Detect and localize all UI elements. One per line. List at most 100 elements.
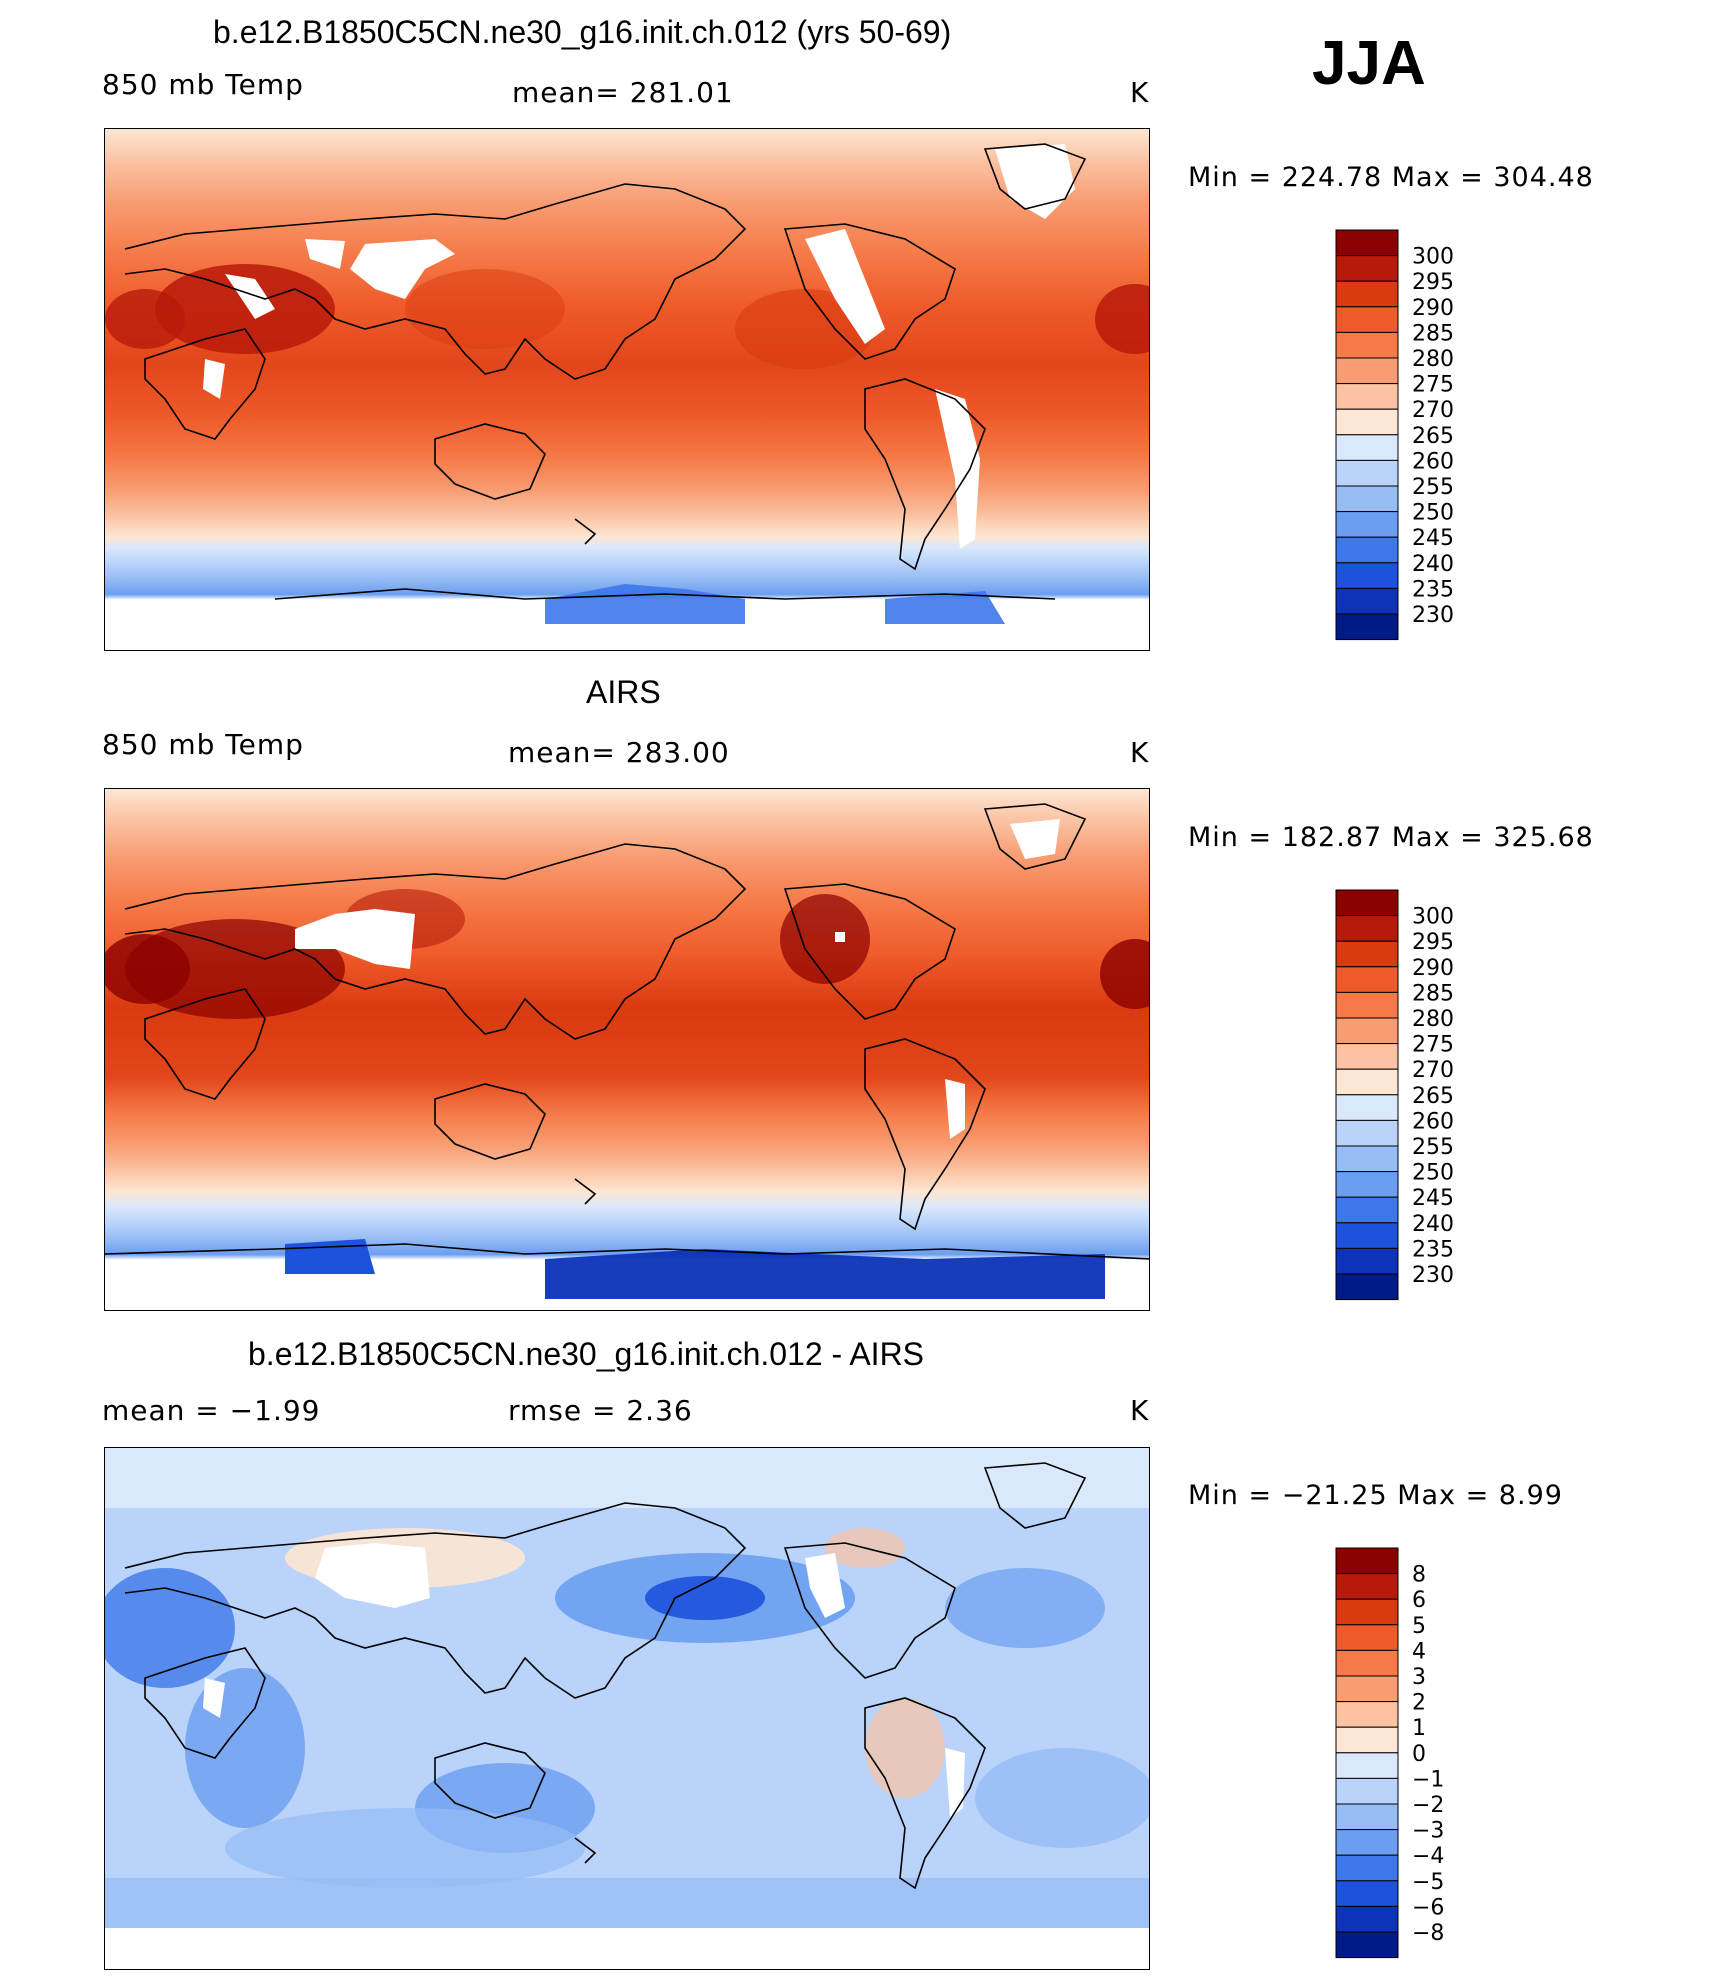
panel-1-antarctica-blue xyxy=(545,584,1005,624)
colorbar-tick-label: −6 xyxy=(1412,1895,1444,1920)
colorbar-tick-label: 240 xyxy=(1412,1212,1454,1237)
colorbar-segment xyxy=(1335,1675,1399,1703)
panel-2-variable-label: 850 mb Temp xyxy=(102,728,304,761)
panel-1-coastlines xyxy=(124,143,1087,600)
colorbar-segment xyxy=(1335,1196,1399,1224)
panel-1-title: b.e12.B1850C5CN.ne30_g16.init.ch.012 (yr… xyxy=(213,14,952,50)
panel-3-colorbar: 8 6 5 4 3 2 1 0 −1 −2 −3 −4 −5 −6 −8 xyxy=(1335,1547,1536,1960)
colorbar-tick-label: 265 xyxy=(1412,424,1454,449)
colorbar-segment xyxy=(1335,255,1399,282)
colorbar-segment xyxy=(1335,1094,1399,1121)
colorbar-segment xyxy=(1335,1880,1399,1907)
colorbar-segment xyxy=(1335,331,1399,359)
colorbar-tick-label: 285 xyxy=(1412,321,1454,346)
colorbar-segment xyxy=(1335,1598,1399,1626)
colorbar-segment xyxy=(1335,485,1399,513)
colorbar-tick-label: 300 xyxy=(1412,905,1454,930)
colorbar-segment xyxy=(1335,1043,1399,1070)
colorbar-segment xyxy=(1335,562,1399,589)
colorbar-segment xyxy=(1335,1803,1399,1831)
panel-2-coastlines xyxy=(105,803,1149,1260)
colorbar-tick-label: 230 xyxy=(1412,1263,1454,1288)
colorbar-tick-label: 235 xyxy=(1412,577,1454,602)
colorbar-tick-label: 2 xyxy=(1412,1691,1426,1716)
colorbar-segment xyxy=(1335,587,1399,615)
colorbar-tick-label: 230 xyxy=(1412,603,1454,628)
colorbar-segment xyxy=(1335,511,1399,538)
colorbar-segment xyxy=(1335,1119,1399,1147)
colorbar-segment xyxy=(1335,306,1399,333)
panel-2-map xyxy=(104,788,1150,1311)
colorbar-segment xyxy=(1335,229,1399,257)
colorbar-tick-label: 295 xyxy=(1412,270,1454,295)
colorbar-segment xyxy=(1335,940,1399,968)
colorbar-segment xyxy=(1335,966,1399,993)
colorbar-tick-label: −8 xyxy=(1412,1921,1444,1946)
colorbar-tick-label: 255 xyxy=(1412,475,1454,500)
colorbar-tick-label: 8 xyxy=(1412,1563,1426,1588)
panel-2-field xyxy=(105,789,1149,1310)
panel-3-units-label: K xyxy=(1130,1394,1150,1427)
colorbar-segment xyxy=(1335,1247,1399,1275)
colorbar-segment xyxy=(1335,1547,1399,1575)
colorbar-segment xyxy=(1335,889,1399,917)
panel-3-minmax: Min = −21.25 Max = 8.99 xyxy=(1188,1480,1563,1511)
panel-2-units-label: K xyxy=(1130,736,1150,769)
panel-3-coastlines xyxy=(124,1462,1087,1890)
colorbar-segment xyxy=(1335,613,1399,641)
colorbar-tick-label: 255 xyxy=(1412,1135,1454,1160)
panel-2-masked-terrain xyxy=(295,819,1060,1139)
colorbar-tick-label: 5 xyxy=(1412,1614,1426,1639)
colorbar-tick-label: −2 xyxy=(1412,1793,1444,1818)
colorbar-segment xyxy=(1335,1017,1399,1045)
panel-1-units-label: K xyxy=(1130,76,1150,109)
colorbar-tick-label: −3 xyxy=(1412,1819,1444,1844)
panel-3-title: b.e12.B1850C5CN.ne30_g16.init.ch.012 - A… xyxy=(248,1336,925,1372)
colorbar-segment xyxy=(1335,1777,1399,1805)
colorbar-segment xyxy=(1335,1829,1399,1856)
colorbar-segment xyxy=(1335,1931,1399,1959)
colorbar-tick-label: 290 xyxy=(1412,296,1454,321)
colorbar-tick-label: 280 xyxy=(1412,347,1454,372)
colorbar-tick-label: 290 xyxy=(1412,956,1454,981)
colorbar-tick-label: 295 xyxy=(1412,930,1454,955)
panel-1-mean-label: mean= 281.01 xyxy=(512,76,734,109)
panel-3-masked-terrain xyxy=(105,1543,1149,1969)
panel-1-variable-label: 850 mb Temp xyxy=(102,68,304,101)
colorbar-segment xyxy=(1335,1905,1399,1933)
panel-2-colorbar: 300 295 290 285 280 275 270 265 260 255 250 245 240 2… xyxy=(1335,889,1536,1302)
panel-1-field xyxy=(105,129,1149,650)
colorbar-tick-label: 3 xyxy=(1412,1665,1426,1690)
colorbar-tick-label: 265 xyxy=(1412,1084,1454,1109)
colorbar-segment xyxy=(1335,1068,1399,1096)
colorbar-tick-label: 0 xyxy=(1412,1742,1426,1767)
colorbar-tick-label: −5 xyxy=(1412,1870,1444,1895)
colorbar-tick-label: 275 xyxy=(1412,373,1454,398)
colorbar-segment xyxy=(1335,1171,1399,1198)
colorbar-segment xyxy=(1335,408,1399,436)
colorbar-tick-label: 270 xyxy=(1412,1058,1454,1083)
colorbar-segment xyxy=(1335,1649,1399,1677)
colorbar-tick-label: 300 xyxy=(1412,245,1454,270)
colorbar-segment xyxy=(1335,1573,1399,1600)
colorbar-tick-label: 280 xyxy=(1412,1007,1454,1032)
colorbar-tick-label: 245 xyxy=(1412,1186,1454,1211)
panel-1-map xyxy=(104,128,1150,651)
colorbar-tick-label: 285 xyxy=(1412,981,1454,1006)
colorbar-tick-label: 4 xyxy=(1412,1639,1426,1664)
colorbar-segment xyxy=(1335,1273,1399,1301)
panel-1-masked-terrain xyxy=(203,144,1075,549)
panel-3-map xyxy=(104,1447,1150,1970)
colorbar-tick-label: 270 xyxy=(1412,398,1454,423)
colorbar-tick-label: 245 xyxy=(1412,526,1454,551)
colorbar-segment xyxy=(1335,1726,1399,1754)
colorbar-tick-label: 235 xyxy=(1412,1237,1454,1262)
colorbar-tick-label: 250 xyxy=(1412,1161,1454,1186)
panel-3-mean-label: mean = −1.99 xyxy=(102,1394,321,1427)
colorbar-segment xyxy=(1335,280,1399,308)
colorbar-tick-label: 6 xyxy=(1412,1588,1426,1613)
panel-2-title: AIRS xyxy=(586,674,661,710)
colorbar-segment xyxy=(1335,1222,1399,1249)
colorbar-tick-label: 260 xyxy=(1412,449,1454,474)
panel-1-minmax: Min = 224.78 Max = 304.48 xyxy=(1188,162,1594,193)
